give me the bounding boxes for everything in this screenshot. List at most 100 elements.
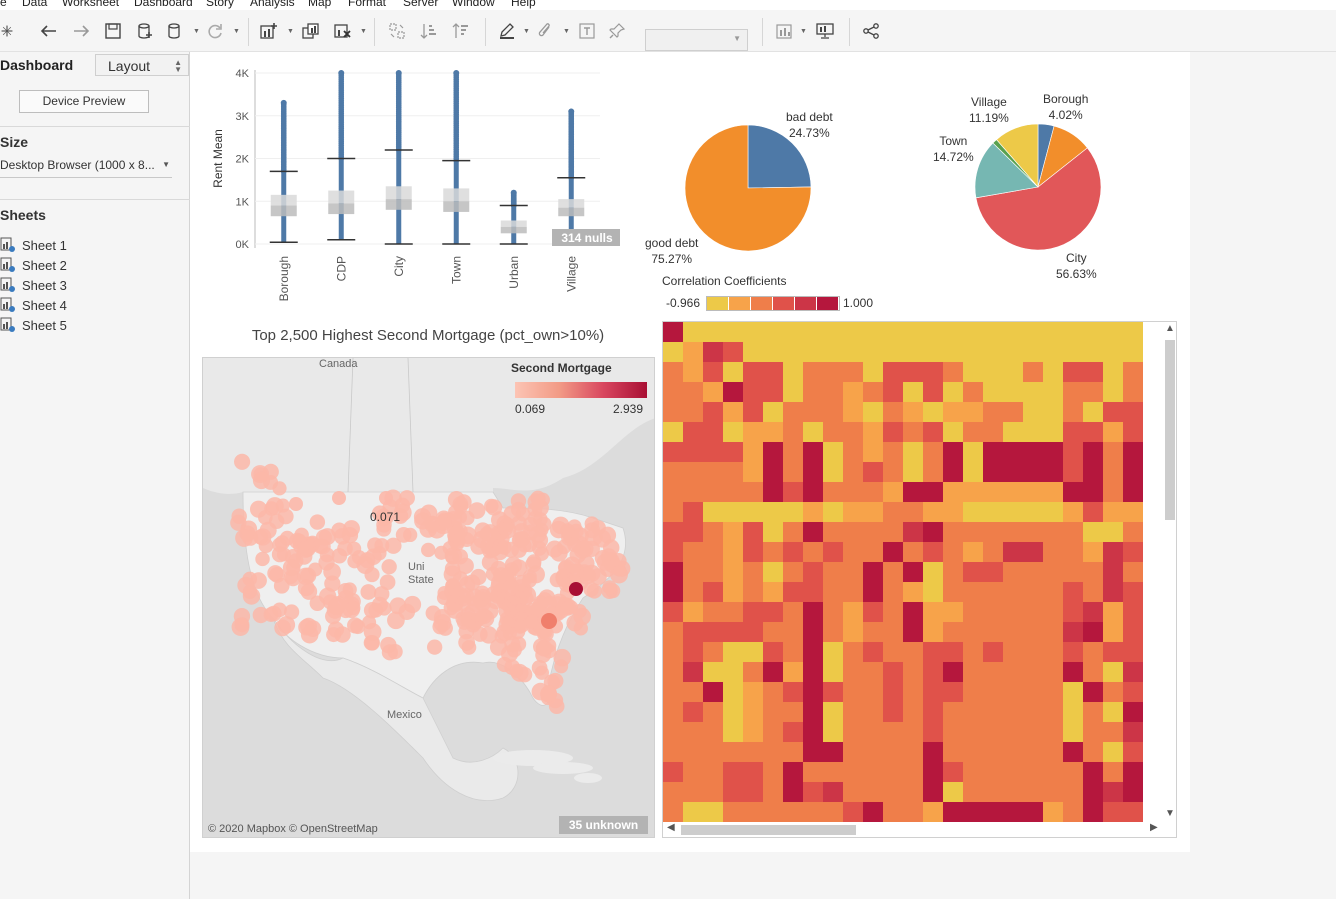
- heatmap-cell[interactable]: [743, 682, 763, 702]
- heatmap-cell[interactable]: [863, 322, 883, 342]
- map-point[interactable]: [376, 521, 392, 537]
- heatmap-cell[interactable]: [803, 562, 823, 582]
- heatmap-cell[interactable]: [823, 582, 843, 602]
- map-point[interactable]: [479, 626, 498, 644]
- heatmap-cell[interactable]: [843, 582, 863, 602]
- map-point[interactable]: [234, 453, 251, 470]
- heatmap-cell[interactable]: [1083, 702, 1103, 722]
- heatmap-cell[interactable]: [763, 462, 783, 482]
- heatmap-cell[interactable]: [1123, 542, 1143, 562]
- heatmap-cell[interactable]: [1043, 422, 1063, 442]
- map-point[interactable]: [498, 602, 517, 620]
- heatmap-cell[interactable]: [1083, 662, 1103, 682]
- heatmap-cell[interactable]: [803, 682, 823, 702]
- heatmap-cell[interactable]: [903, 722, 923, 742]
- heatmap-cell[interactable]: [703, 562, 723, 582]
- heatmap-cell[interactable]: [863, 462, 883, 482]
- menu-item-window[interactable]: Window: [452, 0, 495, 9]
- heatmap-cell[interactable]: [863, 582, 883, 602]
- heatmap-cell[interactable]: [1123, 382, 1143, 402]
- heatmap-cell[interactable]: [1123, 742, 1143, 762]
- heatmap-cell[interactable]: [723, 702, 743, 722]
- heatmap-cell[interactable]: [863, 402, 883, 422]
- heatmap-cell[interactable]: [1083, 362, 1103, 382]
- heatmap-cell[interactable]: [683, 442, 703, 462]
- heatmap-cell[interactable]: [1003, 462, 1023, 482]
- heatmap-cell[interactable]: [1123, 762, 1143, 782]
- heatmap-cell[interactable]: [943, 342, 963, 362]
- heatmap-cell[interactable]: [983, 422, 1003, 442]
- heatmap-cell[interactable]: [763, 542, 783, 562]
- heatmap-cell[interactable]: [663, 522, 683, 542]
- map-point[interactable]: [536, 640, 551, 656]
- heatmap-cell[interactable]: [1003, 662, 1023, 682]
- heatmap-cell[interactable]: [1043, 742, 1063, 762]
- heatmap-cell[interactable]: [823, 742, 843, 762]
- heatmap-cell[interactable]: [863, 622, 883, 642]
- map-point[interactable]: [421, 542, 436, 558]
- heatmap-cell[interactable]: [723, 502, 743, 522]
- scroll-down-icon[interactable]: ▼: [1165, 808, 1175, 819]
- map-point[interactable]: [289, 497, 303, 511]
- heatmap-cell[interactable]: [843, 422, 863, 442]
- heatmap-cell[interactable]: [963, 482, 983, 502]
- heatmap-cell[interactable]: [1063, 362, 1083, 382]
- heatmap-cell[interactable]: [663, 682, 683, 702]
- heatmap-cell[interactable]: [823, 482, 843, 502]
- heatmap-cell[interactable]: [983, 642, 1003, 662]
- heatmap-cell[interactable]: [703, 762, 723, 782]
- heatmap-cell[interactable]: [743, 522, 763, 542]
- heatmap-cell[interactable]: [863, 742, 883, 762]
- heatmap-cell[interactable]: [703, 502, 723, 522]
- pie-slice[interactable]: [747, 124, 812, 189]
- heatmap-cell[interactable]: [1043, 522, 1063, 542]
- heatmap-cell[interactable]: [803, 782, 823, 802]
- heatmap-cell[interactable]: [963, 782, 983, 802]
- heatmap-cell[interactable]: [983, 542, 1003, 562]
- heatmap-cell[interactable]: [1023, 422, 1043, 442]
- heatmap-cell[interactable]: [1023, 362, 1043, 382]
- new-worksheet-icon[interactable]: [258, 20, 280, 42]
- heatmap-cell[interactable]: [663, 702, 683, 722]
- heatmap-cell[interactable]: [883, 362, 903, 382]
- heatmap-cell[interactable]: [883, 482, 903, 502]
- heatmap-cell[interactable]: [1063, 622, 1083, 642]
- heatmap-cell[interactable]: [1003, 682, 1023, 702]
- heatmap-cell[interactable]: [943, 522, 963, 542]
- heatmap-cell[interactable]: [903, 462, 923, 482]
- menu-item-file[interactable]: e: [0, 0, 7, 9]
- map-point[interactable]: [315, 529, 332, 546]
- heatmap-cell[interactable]: [983, 442, 1003, 462]
- heatmap-cell[interactable]: [1123, 702, 1143, 722]
- scroll-right-icon[interactable]: ▶: [1150, 822, 1158, 833]
- heatmap-cell[interactable]: [923, 502, 943, 522]
- map-point[interactable]: [364, 567, 380, 583]
- heatmap-cell[interactable]: [723, 462, 743, 482]
- heatmap-cell[interactable]: [1103, 582, 1123, 602]
- map-point[interactable]: [602, 580, 617, 595]
- map-point[interactable]: [341, 527, 359, 544]
- heatmap-cell[interactable]: [1083, 502, 1103, 522]
- heatmap-cell[interactable]: [1003, 742, 1023, 762]
- heatmap-cell[interactable]: [743, 322, 763, 342]
- heatmap-cell[interactable]: [763, 442, 783, 462]
- heatmap-cell[interactable]: [723, 782, 743, 802]
- map-point[interactable]: [351, 550, 367, 565]
- heatmap-cell[interactable]: [743, 742, 763, 762]
- map-point[interactable]: [529, 601, 546, 618]
- heatmap-cell[interactable]: [903, 442, 923, 462]
- heatmap-cell[interactable]: [903, 362, 923, 382]
- heatmap-cell[interactable]: [1043, 582, 1063, 602]
- heatmap-cell[interactable]: [863, 642, 883, 662]
- heatmap-cell[interactable]: [783, 342, 803, 362]
- heatmap-cell[interactable]: [903, 402, 923, 422]
- heatmap-cell[interactable]: [1123, 522, 1143, 542]
- menu-item-map[interactable]: Map: [308, 0, 332, 9]
- correlation-heatmap[interactable]: ▲ ▼ ◀ ▶: [662, 321, 1177, 838]
- heatmap-cell[interactable]: [1063, 762, 1083, 782]
- heatmap-cell[interactable]: [683, 622, 703, 642]
- heatmap-cell[interactable]: [803, 702, 823, 722]
- heatmap-cell[interactable]: [823, 802, 843, 822]
- heatmap-cell[interactable]: [663, 442, 683, 462]
- heatmap-cell[interactable]: [1103, 402, 1123, 422]
